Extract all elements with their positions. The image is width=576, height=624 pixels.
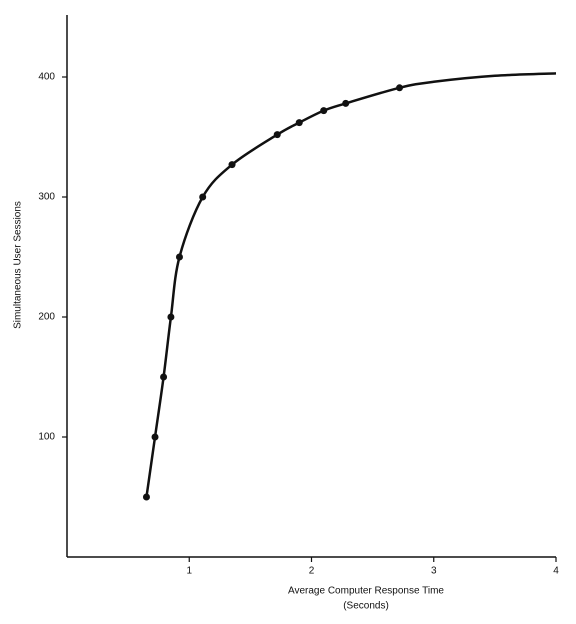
curve (145, 72, 557, 498)
data-point (160, 373, 168, 381)
data-point (295, 119, 303, 127)
y-tick-label: 200 (38, 312, 55, 323)
x-tick-label: 2 (309, 566, 315, 577)
data-point (175, 253, 183, 261)
y-tick-label: 400 (38, 72, 55, 83)
y-tick-label: 100 (38, 432, 55, 443)
data-point (396, 84, 404, 92)
y-axis-label: Simultaneous User Sessions (13, 201, 24, 329)
data-point (320, 107, 328, 115)
data-point (273, 131, 281, 139)
data-point (151, 433, 159, 441)
x-tick-label: 3 (431, 566, 437, 577)
data-point (228, 161, 236, 169)
data-point (142, 493, 150, 501)
data-point (342, 99, 350, 107)
x-tick-label: 4 (553, 566, 559, 577)
data-point (167, 313, 175, 321)
y-tick-label: 300 (38, 192, 55, 203)
x-axis-label: Average Computer Response Time (288, 586, 444, 597)
x-tick-label: 1 (186, 566, 192, 577)
data-point (199, 193, 207, 201)
x-axis-label: (Seconds) (343, 601, 389, 612)
